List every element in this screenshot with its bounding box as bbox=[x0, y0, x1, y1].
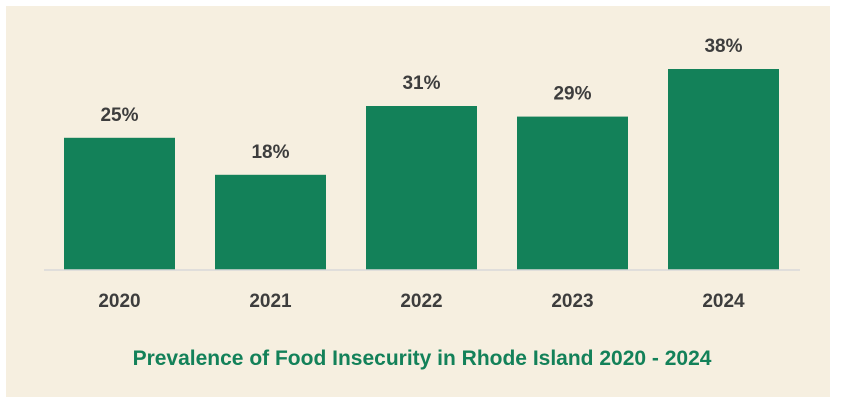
data-label-2023: 29% bbox=[553, 84, 591, 105]
data-label-2024: 38% bbox=[704, 36, 742, 57]
bars-group bbox=[64, 69, 779, 270]
data-labels-group: 25% 18% 31% 29% 38% bbox=[100, 36, 742, 163]
bar-2023 bbox=[517, 116, 628, 270]
x-axis-tick-labels: 2020 2021 2022 2023 2024 bbox=[98, 291, 745, 312]
bar-2020 bbox=[64, 137, 175, 270]
bar-2024 bbox=[668, 69, 779, 270]
data-label-2022: 31% bbox=[402, 73, 440, 94]
x-tick-label-2024: 2024 bbox=[702, 291, 745, 312]
x-tick-label-2023: 2023 bbox=[551, 291, 593, 312]
x-tick-label-2022: 2022 bbox=[400, 291, 442, 312]
x-tick-label-2021: 2021 bbox=[249, 291, 292, 312]
x-tick-label-2020: 2020 bbox=[98, 291, 140, 312]
data-label-2021: 18% bbox=[251, 142, 289, 163]
bar-2021 bbox=[215, 174, 326, 270]
bar-2022 bbox=[366, 106, 477, 270]
data-label-2020: 25% bbox=[100, 105, 138, 126]
chart-title: Prevalence of Food Insecurity in Rhode I… bbox=[133, 347, 712, 370]
